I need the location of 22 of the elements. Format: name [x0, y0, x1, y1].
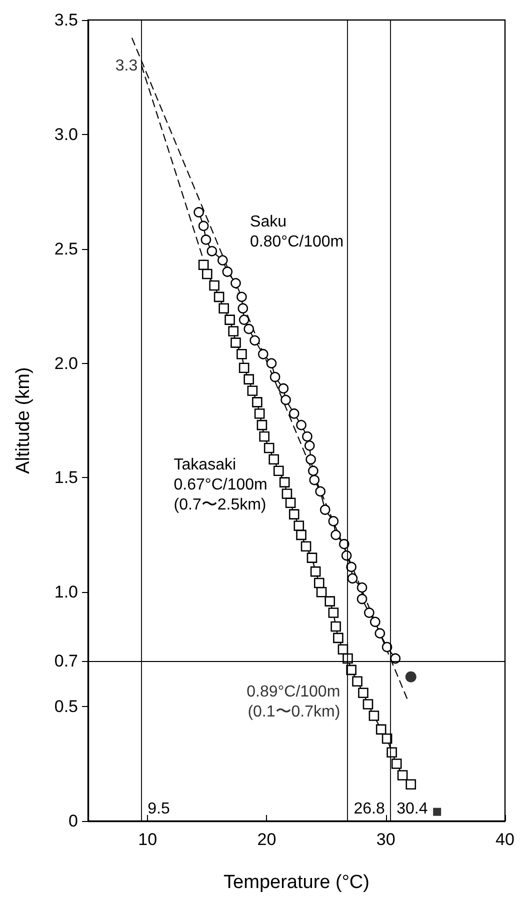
x-axis-title: Temperature (°C) [224, 872, 370, 893]
ref-line-label: 9.5 [148, 800, 170, 818]
annotation: 0.89°C/100m (0.1〜0.7km) [246, 683, 340, 720]
y-tick-label: 3.0 [54, 124, 78, 144]
y-tick-label: 0.7 [54, 651, 78, 670]
y-tick-label: 2.0 [54, 354, 78, 373]
x-tick-label: 40 [496, 830, 514, 849]
y-tick-label: 0.5 [54, 697, 78, 716]
x-tick-label: 30 [376, 830, 396, 849]
x-tick-label: 10 [138, 830, 158, 849]
y-tick-label: 2.5 [54, 239, 78, 258]
y-axis-title: Altitude (km) [13, 367, 34, 474]
annotation: Takasaki 0.67°C/100m (0.7〜2.5km) [174, 456, 268, 514]
ref-line-label: 30.4 [396, 800, 428, 818]
ref-line-label: 26.8 [354, 800, 385, 818]
y-tick-label: 1.5 [54, 468, 78, 488]
annotation: 3.3 [115, 57, 138, 74]
y-tick-label: 3.5 [54, 10, 78, 30]
x-tick-label: 20 [257, 830, 276, 849]
annotation: Saku 0.80°C/100m [250, 214, 344, 251]
y-tick-label: 0 [68, 812, 78, 830]
y-tick-label: 1.0 [54, 582, 78, 602]
